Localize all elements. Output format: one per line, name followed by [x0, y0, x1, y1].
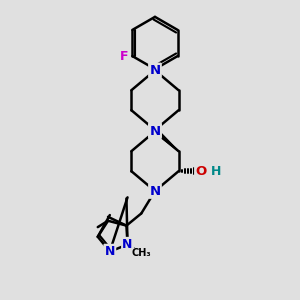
Text: N: N [149, 125, 161, 138]
Text: N: N [149, 124, 161, 136]
Text: N: N [105, 245, 115, 258]
Text: F: F [119, 50, 128, 63]
Text: N: N [149, 184, 161, 198]
Polygon shape [154, 128, 178, 151]
Text: O: O [195, 165, 207, 178]
Text: N: N [122, 238, 133, 251]
Text: H: H [211, 165, 221, 178]
Text: CH₃: CH₃ [131, 248, 151, 258]
Text: N: N [149, 64, 161, 77]
